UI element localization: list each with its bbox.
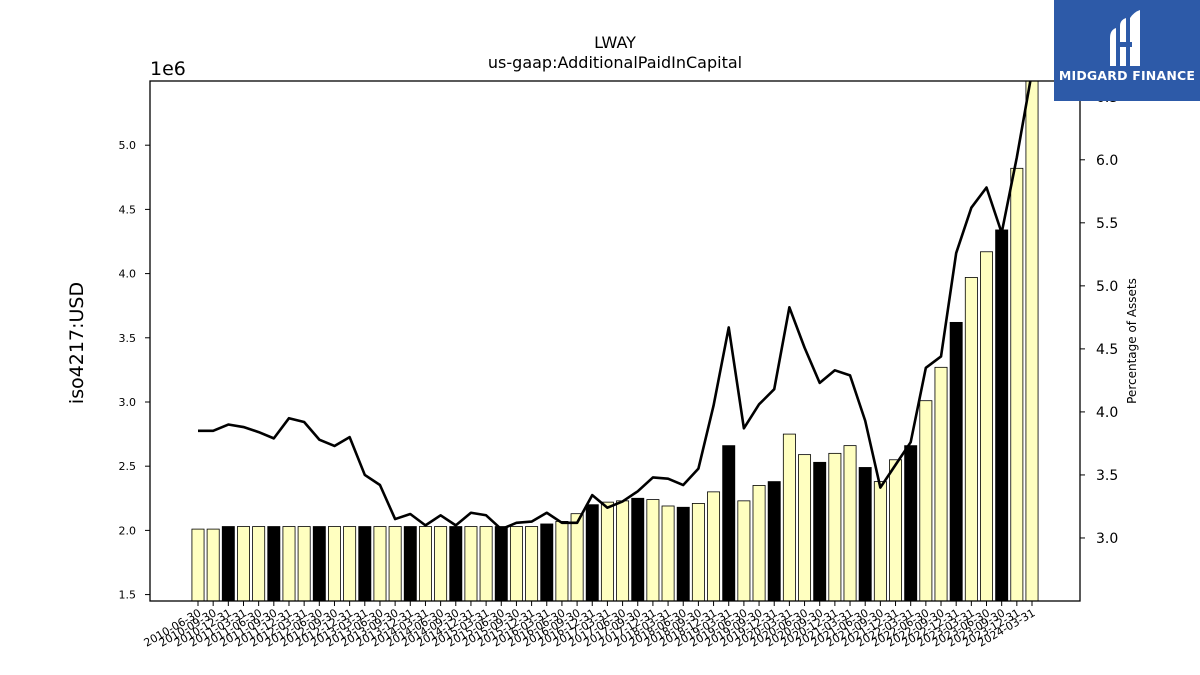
y2-tick-label: 3.0 [1096, 531, 1118, 547]
y-tick-label: 2.0 [119, 524, 137, 537]
bar-2013-06-30 [373, 526, 387, 602]
bar-2013-09-30 [388, 526, 402, 602]
bar-2015-06-30 [494, 526, 508, 602]
y2-tick-label: 5.5 [1096, 216, 1118, 232]
brand-name: MIDGARD FINANCE [1058, 68, 1196, 83]
bar-2024-03-31 [1025, 80, 1039, 602]
bar-2019-12-31 [767, 481, 781, 602]
y-tick-label: 4.0 [119, 268, 137, 281]
bar-2021-12-31 [889, 459, 902, 602]
bar-2022-03-31 [904, 445, 918, 602]
bar-2016-06-30 [555, 521, 569, 602]
bar-2012-03-31 [297, 526, 311, 602]
bar-2016-12-31 [585, 504, 599, 602]
chart-subtitle: us-gaap:AdditionalPaidInCapital [488, 53, 742, 72]
percentage-of-assets-line [198, 81, 1032, 531]
x-ticks: 2010-06-302010-09-302010-12-312011-03-31… [142, 601, 1038, 650]
bar-2021-03-31 [843, 445, 857, 602]
bar-2017-12-31 [646, 499, 660, 602]
bar-2022-12-31 [949, 321, 963, 602]
bar-2019-03-31 [722, 445, 736, 602]
bar-2020-03-31 [782, 433, 796, 602]
bar-2017-06-30 [616, 500, 630, 602]
bar-2012-12-31 [343, 526, 357, 602]
brand-logo: MIDGARD FINANCE [1054, 0, 1200, 101]
bar-2013-03-31 [358, 526, 372, 602]
chart-title: LWAY [594, 33, 636, 52]
bar-2011-06-30 [252, 526, 266, 602]
bar-2019-09-30 [752, 485, 766, 602]
y2-tick-label: 6.0 [1096, 153, 1118, 169]
bar-2011-03-31 [237, 526, 250, 602]
y-tick-label: 5.0 [119, 139, 137, 152]
bar-2019-06-30 [737, 500, 751, 602]
y2-ticks: 3.03.54.04.55.05.56.06.5 [1080, 90, 1118, 547]
bar-2010-06-30 [191, 528, 205, 602]
y-tick-label: 2.5 [119, 460, 137, 473]
bar-2013-12-31 [403, 526, 417, 602]
bars-layer [191, 80, 1039, 602]
bar-2012-06-30 [312, 526, 326, 602]
bar-2021-06-30 [858, 467, 872, 602]
bar-2015-12-31 [525, 526, 539, 602]
bar-2011-09-30 [267, 526, 281, 602]
bar-2014-09-30 [449, 526, 463, 602]
y-tick-label: 1.5 [119, 589, 137, 602]
bar-2014-06-30 [434, 526, 448, 602]
bar-2016-09-30 [570, 513, 584, 602]
bar-2020-06-30 [798, 454, 812, 602]
y2-axis-label: Percentage of Assets [1125, 278, 1139, 404]
bar-2010-09-30 [206, 528, 220, 602]
y-ticks: 1.5 2.0 2.5 3.0 3.5 4.0 4.5 5.0 [119, 139, 150, 602]
bar-2015-09-30 [509, 526, 523, 602]
bar-2018-09-30 [691, 503, 705, 602]
bar-2018-12-31 [707, 491, 721, 602]
bar-2012-09-30 [328, 526, 341, 602]
bar-2014-03-31 [418, 526, 432, 602]
y2-tick-label: 5.0 [1096, 279, 1118, 295]
y-tick-label: 3.5 [119, 332, 137, 345]
bar-2021-09-30 [873, 481, 887, 602]
plot-frame [149, 80, 1081, 602]
bar-2010-12-31 [221, 526, 235, 602]
bar-2020-12-31 [828, 452, 842, 602]
bar-2017-03-31 [600, 501, 614, 602]
bar-2011-12-31 [282, 526, 296, 602]
bar-2022-06-30 [919, 400, 933, 602]
y-tick-label: 4.5 [119, 203, 137, 216]
bar-2023-06-30 [980, 251, 993, 602]
bar-2016-03-31 [540, 523, 554, 602]
y-axis-label: iso4217:USD [66, 282, 88, 404]
bar-2023-03-31 [964, 277, 978, 602]
line-layer [198, 81, 1032, 531]
bar-2014-12-31 [464, 526, 478, 602]
brand-mark-icon [1110, 10, 1140, 66]
bar-2015-03-31 [479, 526, 493, 602]
bar-2023-09-30 [995, 229, 1009, 602]
bar-2023-12-31 [1010, 167, 1024, 602]
y2-tick-label: 3.5 [1096, 468, 1118, 484]
y-offset-label: 1e6 [150, 58, 186, 80]
y2-tick-label: 4.5 [1096, 342, 1118, 358]
bar-2022-09-30 [934, 366, 948, 602]
bar-2020-09-30 [813, 461, 827, 602]
bar-2018-03-31 [661, 505, 675, 602]
bar-2017-09-30 [631, 497, 645, 602]
y2-tick-label: 4.0 [1096, 405, 1118, 421]
bar-2018-06-30 [676, 506, 690, 602]
y-tick-label: 3.0 [119, 396, 137, 409]
